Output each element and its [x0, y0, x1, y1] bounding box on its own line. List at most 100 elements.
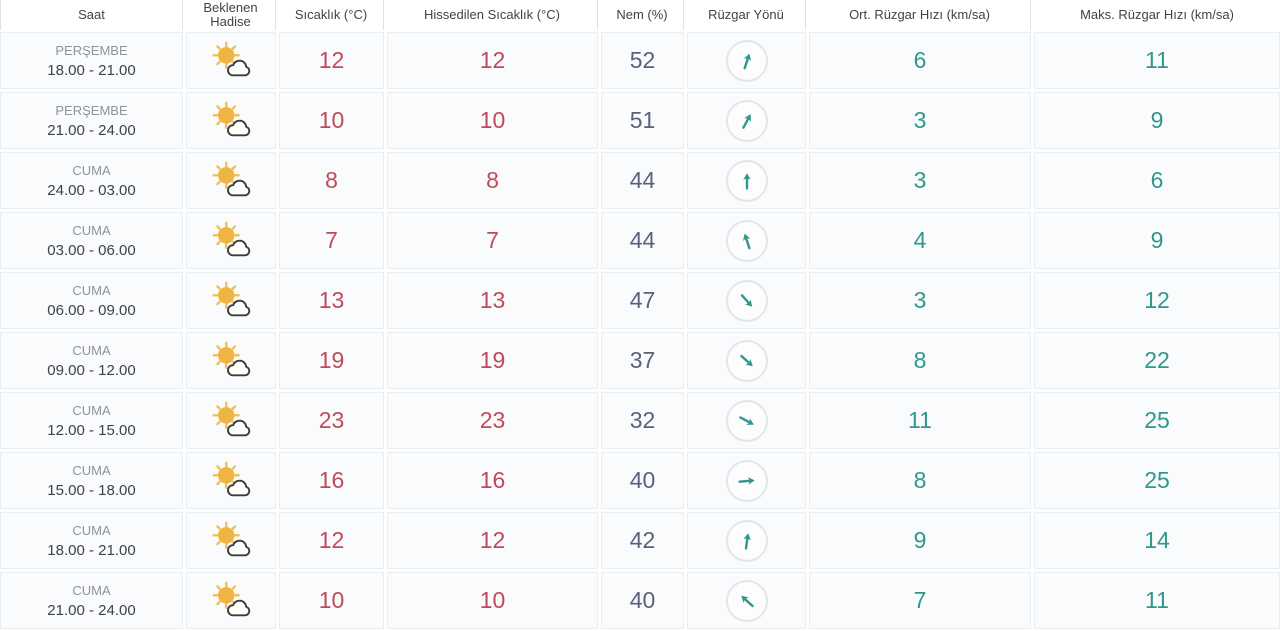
humidity-cell: 37: [601, 332, 684, 389]
time-range-label: 21.00 - 24.00: [47, 601, 136, 619]
partly-cloudy-icon: [212, 581, 251, 616]
temperature-cell: 13: [279, 272, 384, 329]
humidity-cell: 42: [601, 512, 684, 569]
wind-direction-cell: [687, 512, 806, 569]
max-wind-cell: 6: [1034, 152, 1280, 209]
temperature-cell: 10: [279, 572, 384, 629]
header-hissedilen: Hissedilen Sıcaklık (°C): [387, 0, 598, 30]
temperature-cell: 8: [279, 152, 384, 209]
feels-like-cell: 23: [387, 392, 598, 449]
partly-cloudy-icon: [212, 221, 251, 256]
humidity-cell: 51: [601, 92, 684, 149]
max-wind-cell: 14: [1034, 512, 1280, 569]
partly-cloudy-icon: [212, 341, 251, 376]
wind-direction-icon: [725, 39, 768, 82]
header-maks-ruzgar-hizi: Maks. Rüzgar Hızı (km/sa): [1034, 0, 1280, 30]
max-wind-cell: 9: [1034, 212, 1280, 269]
day-label: CUMA: [72, 582, 111, 598]
avg-wind-cell: 8: [809, 452, 1031, 509]
time-range-label: 15.00 - 18.00: [47, 481, 136, 499]
day-label: PERŞEMBE: [55, 102, 128, 118]
wind-direction-cell: [687, 32, 806, 89]
time-range-label: 18.00 - 21.00: [47, 61, 136, 79]
header-beklenen-hadise: Beklenen Hadise: [186, 0, 276, 30]
forecast-row: CUMA 06.00 - 09.00 13 13 47: [0, 272, 1280, 329]
forecast-row: PERŞEMBE 21.00 - 24.00 10 10: [0, 92, 1280, 149]
temperature-cell: 12: [279, 32, 384, 89]
condition-cell: [186, 332, 276, 389]
max-wind-cell: 11: [1034, 572, 1280, 629]
feels-like-cell: 12: [387, 512, 598, 569]
humidity-cell: 40: [601, 572, 684, 629]
day-label: CUMA: [72, 462, 111, 478]
condition-cell: [186, 212, 276, 269]
condition-cell: [186, 572, 276, 629]
time-range-cell: PERŞEMBE 21.00 - 24.00: [0, 92, 183, 149]
table-header-row: Saat Beklenen Hadise Sıcaklık (°C) Hisse…: [0, 0, 1280, 30]
time-range-label: 06.00 - 09.00: [47, 301, 136, 319]
time-range-cell: CUMA 24.00 - 03.00: [0, 152, 183, 209]
forecast-row: CUMA 21.00 - 24.00 10 10 40: [0, 572, 1280, 629]
wind-direction-icon: [725, 579, 768, 622]
partly-cloudy-icon: [212, 41, 251, 76]
day-label: PERŞEMBE: [55, 42, 128, 58]
forecast-row: CUMA 24.00 - 03.00 8 8 44: [0, 152, 1280, 209]
humidity-cell: 52: [601, 32, 684, 89]
wind-direction-icon: [725, 99, 768, 142]
time-range-cell: CUMA 21.00 - 24.00: [0, 572, 183, 629]
feels-like-cell: 16: [387, 452, 598, 509]
forecast-rows: PERŞEMBE 18.00 - 21.00 12 12: [0, 32, 1280, 629]
condition-cell: [186, 32, 276, 89]
condition-cell: [186, 272, 276, 329]
temperature-cell: 12: [279, 512, 384, 569]
max-wind-cell: 11: [1034, 32, 1280, 89]
time-range-label: 09.00 - 12.00: [47, 361, 136, 379]
wind-direction-cell: [687, 152, 806, 209]
humidity-cell: 32: [601, 392, 684, 449]
day-label: CUMA: [72, 342, 111, 358]
day-label: CUMA: [72, 522, 111, 538]
partly-cloudy-icon: [212, 101, 251, 136]
time-range-cell: CUMA 12.00 - 15.00: [0, 392, 183, 449]
condition-cell: [186, 152, 276, 209]
wind-direction-icon: [725, 279, 768, 322]
avg-wind-cell: 3: [809, 92, 1031, 149]
time-range-label: 21.00 - 24.00: [47, 121, 136, 139]
forecast-row: CUMA 03.00 - 06.00 7 7 44: [0, 212, 1280, 269]
wind-direction-icon: [725, 159, 768, 202]
time-range-cell: PERŞEMBE 18.00 - 21.00: [0, 32, 183, 89]
avg-wind-cell: 4: [809, 212, 1031, 269]
partly-cloudy-icon: [212, 161, 251, 196]
wind-direction-icon: [725, 459, 768, 502]
temperature-cell: 16: [279, 452, 384, 509]
wind-direction-icon: [725, 339, 768, 382]
max-wind-cell: 9: [1034, 92, 1280, 149]
time-range-cell: CUMA 18.00 - 21.00: [0, 512, 183, 569]
wind-direction-cell: [687, 212, 806, 269]
avg-wind-cell: 3: [809, 272, 1031, 329]
temperature-cell: 23: [279, 392, 384, 449]
humidity-cell: 44: [601, 212, 684, 269]
condition-cell: [186, 392, 276, 449]
header-sicaklik: Sıcaklık (°C): [279, 0, 384, 30]
max-wind-cell: 25: [1034, 392, 1280, 449]
partly-cloudy-icon: [212, 461, 251, 496]
max-wind-cell: 25: [1034, 452, 1280, 509]
day-label: CUMA: [72, 162, 111, 178]
temperature-cell: 7: [279, 212, 384, 269]
avg-wind-cell: 3: [809, 152, 1031, 209]
feels-like-cell: 19: [387, 332, 598, 389]
forecast-row: CUMA 18.00 - 21.00 12 12 42: [0, 512, 1280, 569]
wind-direction-cell: [687, 392, 806, 449]
avg-wind-cell: 11: [809, 392, 1031, 449]
humidity-cell: 44: [601, 152, 684, 209]
day-label: CUMA: [72, 222, 111, 238]
feels-like-cell: 10: [387, 572, 598, 629]
day-label: CUMA: [72, 282, 111, 298]
avg-wind-cell: 7: [809, 572, 1031, 629]
condition-cell: [186, 512, 276, 569]
time-range-cell: CUMA 09.00 - 12.00: [0, 332, 183, 389]
forecast-row: CUMA 12.00 - 15.00 23 23 32: [0, 392, 1280, 449]
feels-like-cell: 7: [387, 212, 598, 269]
wind-direction-cell: [687, 92, 806, 149]
